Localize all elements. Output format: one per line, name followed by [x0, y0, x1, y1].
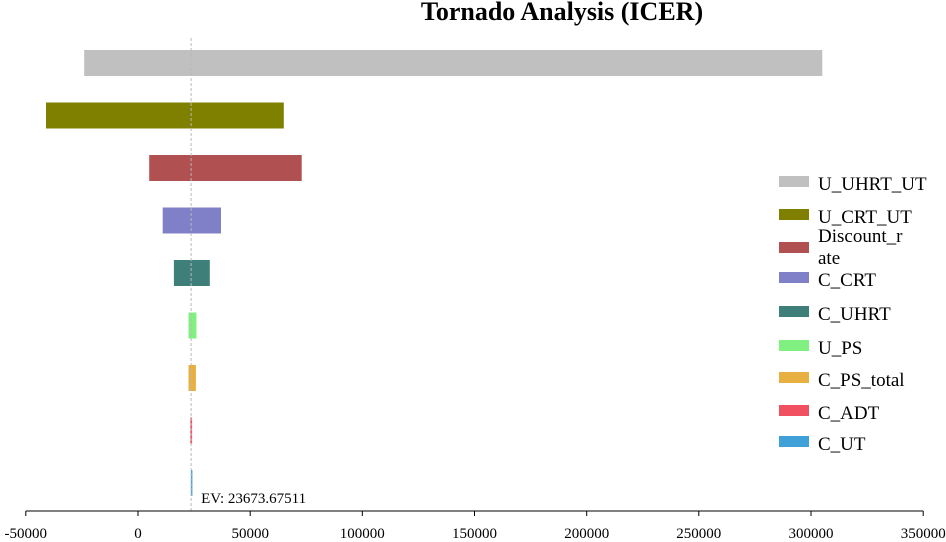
- legend-swatch: [779, 306, 809, 317]
- legend-label: C_CRT: [818, 270, 876, 291]
- chart-title: Tornado Analysis (ICER): [421, 0, 703, 26]
- legend-label: C_ADT: [818, 403, 880, 424]
- bar-c-ut: [190, 470, 193, 496]
- legend-item-c-ps-total: C_PS_total: [779, 370, 905, 391]
- x-tick-label: 250000: [676, 526, 721, 542]
- legend-label: C_UT: [818, 434, 866, 455]
- x-tick-label: 350000: [901, 526, 946, 542]
- legend-swatch: [779, 272, 809, 283]
- x-tick-label: -50000: [5, 526, 48, 542]
- x-tick-label: 100000: [340, 526, 385, 542]
- x-tick-label: 50000: [231, 526, 269, 542]
- legend-label: Discount_r: [818, 226, 903, 247]
- legend-swatch: [779, 436, 809, 447]
- bar-u-crt-ut: [46, 102, 284, 129]
- x-tick-label: 0: [134, 526, 142, 542]
- bar-c-uhrt: [173, 260, 210, 286]
- legend-item-u-ps: U_PS: [779, 338, 862, 359]
- legend-item-c-ut: C_UT: [779, 434, 866, 455]
- legend-label: U_PS: [818, 338, 862, 359]
- bar-c-crt: [162, 207, 221, 234]
- legend-label: U_CRT_UT: [818, 207, 912, 228]
- legend-swatch: [779, 176, 809, 187]
- legend-label: C_PS_total: [818, 370, 905, 391]
- bar-discount-rate: [149, 155, 302, 181]
- legend-item-u-crt-ut: U_CRT_UT: [779, 207, 912, 228]
- legend-label: C_UHRT: [818, 304, 891, 325]
- bars-group: [46, 50, 823, 496]
- legend-item-c-uhrt: C_UHRT: [779, 304, 891, 325]
- legend-item-c-crt: C_CRT: [779, 270, 876, 291]
- x-tick-label: 300000: [789, 526, 834, 542]
- ev-label: EV: 23673.67511: [201, 491, 306, 507]
- legend-item-u-uhrt-ut: U_UHRT_UT: [779, 174, 927, 195]
- legend-swatch: [779, 405, 809, 416]
- legend-swatch: [779, 209, 809, 220]
- bar-u-uhrt-ut: [84, 50, 823, 76]
- legend-swatch: [779, 372, 809, 383]
- x-axis: -50000 0 50000 100000 150000 200000 250000 3000…: [5, 510, 946, 542]
- legend-swatch: [779, 340, 809, 351]
- legend-swatch: [779, 242, 809, 253]
- legend-item-c-adt: C_ADT: [779, 403, 880, 424]
- x-tick-label: 150000: [452, 526, 497, 542]
- legend-label: ate: [818, 248, 840, 269]
- bar-c-ps-total: [188, 365, 196, 391]
- expected-value-marker: EV: 23673.67511: [190, 38, 306, 511]
- x-tick-label: 200000: [564, 526, 609, 542]
- bar-u-ps: [188, 312, 197, 339]
- legend-label: U_UHRT_UT: [818, 174, 927, 195]
